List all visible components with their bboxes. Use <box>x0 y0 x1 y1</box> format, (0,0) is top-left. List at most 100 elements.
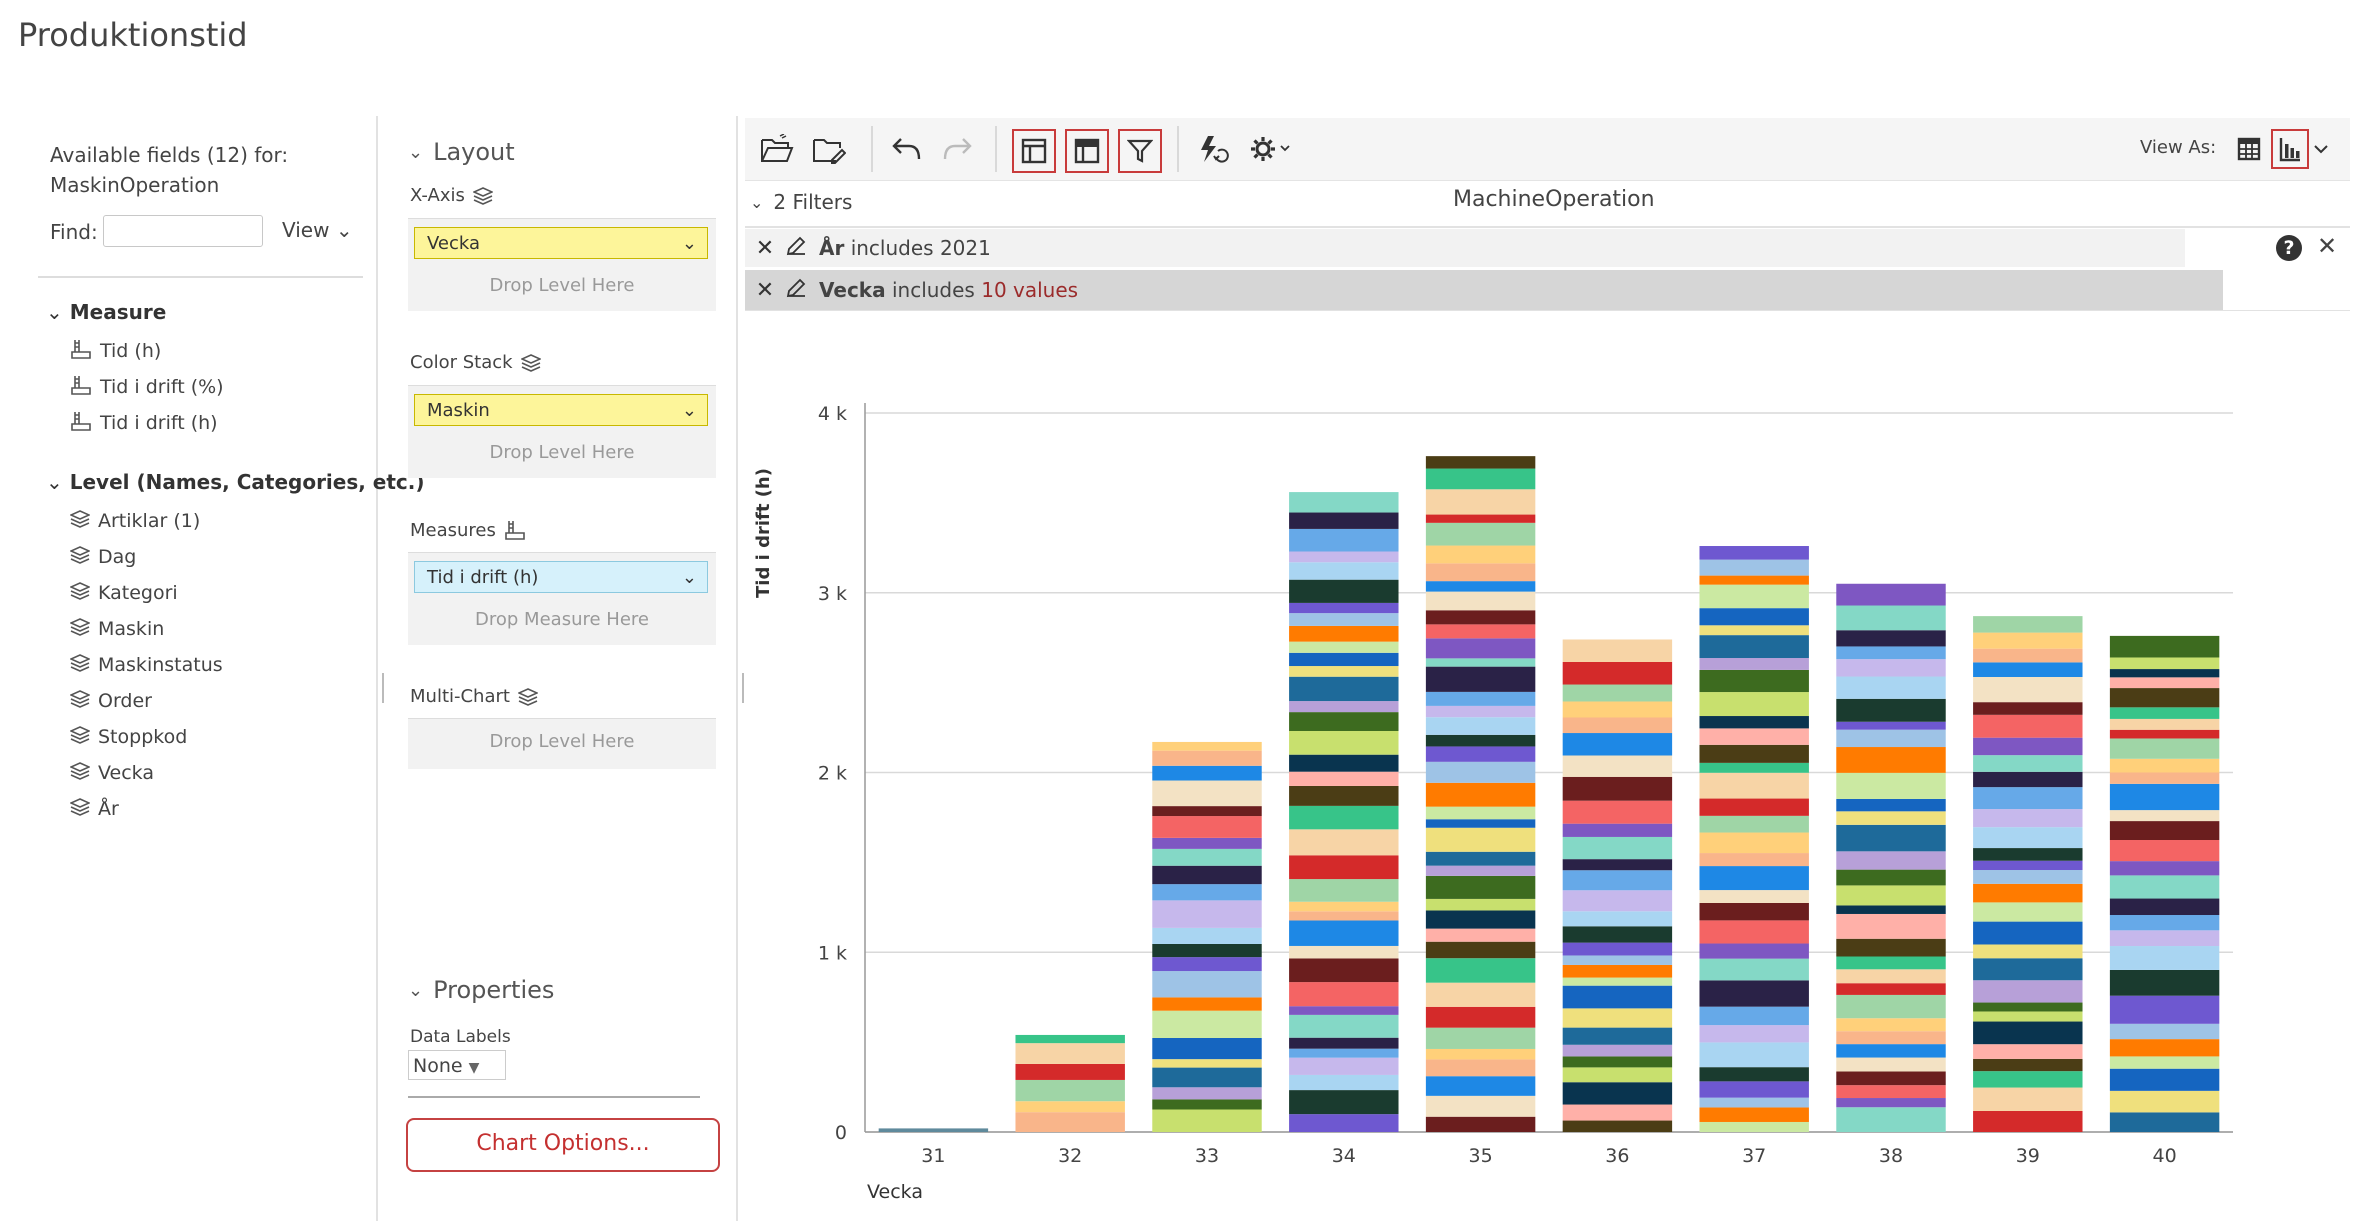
bar-segment[interactable] <box>1699 658 1809 670</box>
bar-segment[interactable] <box>2109 1112 2220 1132</box>
bar-segment[interactable] <box>1289 1048 1399 1058</box>
bar-segment[interactable] <box>1289 652 1399 667</box>
bar-segment[interactable] <box>1425 875 1536 899</box>
bar-segment[interactable] <box>1425 563 1536 582</box>
bar-segment[interactable] <box>1699 980 1809 1007</box>
filters-toggle[interactable]: ⌄ 2 Filters <box>750 190 853 214</box>
edit-icon[interactable] <box>785 277 819 304</box>
bar-segment[interactable] <box>1699 744 1809 763</box>
bar-segment[interactable] <box>1152 816 1262 838</box>
bar-segment[interactable] <box>1152 750 1262 766</box>
bar-segment[interactable] <box>1973 958 2083 981</box>
bar-segment[interactable] <box>1699 920 1809 944</box>
bar-stack[interactable] <box>1562 639 1673 1132</box>
bar-segment[interactable] <box>1973 714 2083 738</box>
bar-segment[interactable] <box>1836 630 1946 647</box>
bar-segment[interactable] <box>1289 855 1399 880</box>
grid-view-icon[interactable] <box>2229 129 2269 169</box>
bar-segment[interactable] <box>1152 1059 1262 1068</box>
bar-segment[interactable] <box>1425 806 1536 820</box>
bar-segment[interactable] <box>1836 1107 1946 1132</box>
bar-segment[interactable] <box>1973 1044 2083 1059</box>
field-item[interactable]: Vecka <box>69 755 223 791</box>
bar-chart-view-icon[interactable] <box>2271 129 2309 169</box>
bar-segment[interactable] <box>1289 754 1399 772</box>
field-item[interactable]: Stoppkod <box>69 719 223 755</box>
chart-options-button[interactable]: Chart Options... <box>406 1118 720 1172</box>
bar-segment[interactable] <box>1836 938 1946 957</box>
bar-segment[interactable] <box>1425 591 1536 611</box>
bar-segment[interactable] <box>1562 639 1673 662</box>
bar-segment[interactable] <box>1836 729 1946 748</box>
bar-segment[interactable] <box>2109 783 2220 811</box>
chevron-down-icon[interactable]: ⌄ <box>681 233 697 254</box>
bar-segment[interactable] <box>1425 1006 1536 1028</box>
bar-segment[interactable] <box>1836 1085 1946 1099</box>
bar-segment[interactable] <box>1699 692 1809 717</box>
bar-segment[interactable] <box>1562 859 1673 871</box>
bar-segment[interactable] <box>1562 684 1673 702</box>
bar-segment[interactable] <box>1562 661 1673 685</box>
filter-row[interactable]: ✕ År includes 2021 <box>745 229 2185 267</box>
bar-segment[interactable] <box>1425 456 1536 469</box>
bar-segment[interactable] <box>1425 468 1536 490</box>
bar-segment[interactable] <box>1973 755 2083 772</box>
bar-segment[interactable] <box>1836 885 1946 906</box>
bar-segment[interactable] <box>1289 805 1399 830</box>
bar-segment[interactable] <box>1289 562 1399 580</box>
bar-segment[interactable] <box>1425 581 1536 592</box>
bar-segment[interactable] <box>1973 870 2083 884</box>
bar-segment[interactable] <box>1425 522 1536 546</box>
level-group-toggle[interactable]: ⌄ Level (Names, Categories, etc.) <box>46 470 425 494</box>
undo-icon[interactable] <box>887 129 927 169</box>
bar-segment[interactable] <box>1425 705 1536 718</box>
bar-stack[interactable] <box>878 1128 989 1132</box>
bar-segment[interactable] <box>1836 869 1946 886</box>
bar-segment[interactable] <box>1973 1011 2083 1022</box>
bar-segment[interactable] <box>2109 1090 2220 1113</box>
bar-segment[interactable] <box>1699 559 1809 576</box>
bar-segment[interactable] <box>1289 625 1399 642</box>
view-dropdown[interactable]: View ⌄ <box>282 218 353 242</box>
filter-icon[interactable] <box>1118 129 1162 173</box>
bar-segment[interactable] <box>1562 1027 1673 1045</box>
bar-segment[interactable] <box>1836 811 1946 825</box>
filter-value[interactable]: 10 values <box>981 278 1079 302</box>
bar-segment[interactable] <box>1152 971 1262 998</box>
field-item[interactable]: Maskin <box>69 611 223 647</box>
bar-segment[interactable] <box>1836 994 1946 1019</box>
bar-segment[interactable] <box>1699 815 1809 833</box>
bar-segment[interactable] <box>1152 1037 1262 1060</box>
bar-segment[interactable] <box>1699 608 1809 626</box>
panel-splitter[interactable] <box>382 673 384 703</box>
bar-segment[interactable] <box>1699 902 1809 921</box>
bar-segment[interactable] <box>1836 747 1946 773</box>
bar-segment[interactable] <box>1015 1063 1125 1080</box>
bar-segment[interactable] <box>1973 1110 2083 1132</box>
bar-segment[interactable] <box>2109 1039 2220 1057</box>
bar-segment[interactable] <box>1699 798 1809 816</box>
bar-segment[interactable] <box>1425 827 1536 852</box>
bar-segment[interactable] <box>1425 1116 1536 1132</box>
bar-segment[interactable] <box>1836 956 1946 970</box>
bar-segment[interactable] <box>1562 911 1673 927</box>
bar-segment[interactable] <box>1015 1034 1125 1044</box>
bar-segment[interactable] <box>2109 707 2220 719</box>
bar-segment[interactable] <box>1699 635 1809 659</box>
bar-segment[interactable] <box>1699 1042 1809 1068</box>
bar-segment[interactable] <box>1289 785 1399 806</box>
bar-segment[interactable] <box>1562 890 1673 912</box>
bar-segment[interactable] <box>1699 1097 1809 1108</box>
bar-segment[interactable] <box>1836 646 1946 660</box>
bar-segment[interactable] <box>2109 729 2220 739</box>
field-item[interactable]: Tid (h) <box>70 333 224 369</box>
bar-segment[interactable] <box>1562 717 1673 734</box>
bar-segment[interactable] <box>1699 1107 1809 1122</box>
bar-segment[interactable] <box>1425 865 1536 876</box>
bar-segment[interactable] <box>1562 836 1673 860</box>
bar-segment[interactable] <box>1289 579 1399 603</box>
bar-segment[interactable] <box>1562 1056 1673 1068</box>
bar-segment[interactable] <box>1836 1098 1946 1108</box>
bar-segment[interactable] <box>1836 913 1946 939</box>
bar-segment[interactable] <box>1973 944 2083 959</box>
